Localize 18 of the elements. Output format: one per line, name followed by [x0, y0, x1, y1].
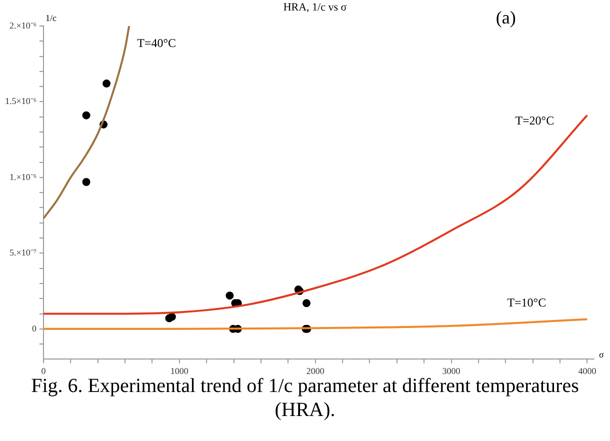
- x-tick-label: 0: [41, 366, 46, 376]
- annotation: (a): [496, 8, 516, 28]
- y-tick-label: 2.×10⁻⁶: [9, 20, 36, 30]
- series-label: T=20°C: [515, 114, 554, 128]
- x-tick-label: 4000: [578, 366, 597, 376]
- x-tick-label: 3000: [442, 366, 461, 376]
- y-tick-label: 5.×10⁻⁷: [9, 248, 36, 258]
- series-label: T=40°C: [137, 36, 176, 50]
- series-label: T=10°C: [507, 295, 546, 310]
- caption: Fig. 6. Experimental trend of 1/c parameter at different temperatures (HRA).: [30, 374, 580, 422]
- y-tick-label: 1.×10⁻⁶: [9, 172, 36, 182]
- chart-title: HRA, 1/c vs σ: [283, 1, 347, 14]
- y-axis-title: 1/c: [45, 12, 56, 23]
- x-tick-label: 2000: [306, 366, 325, 376]
- y-tick-label: 0: [32, 323, 37, 334]
- x-tick-label: 1000: [170, 366, 189, 376]
- y-tick-label: 1.5×10⁻⁶: [4, 96, 36, 106]
- x-axis-title: σ: [599, 350, 604, 360]
